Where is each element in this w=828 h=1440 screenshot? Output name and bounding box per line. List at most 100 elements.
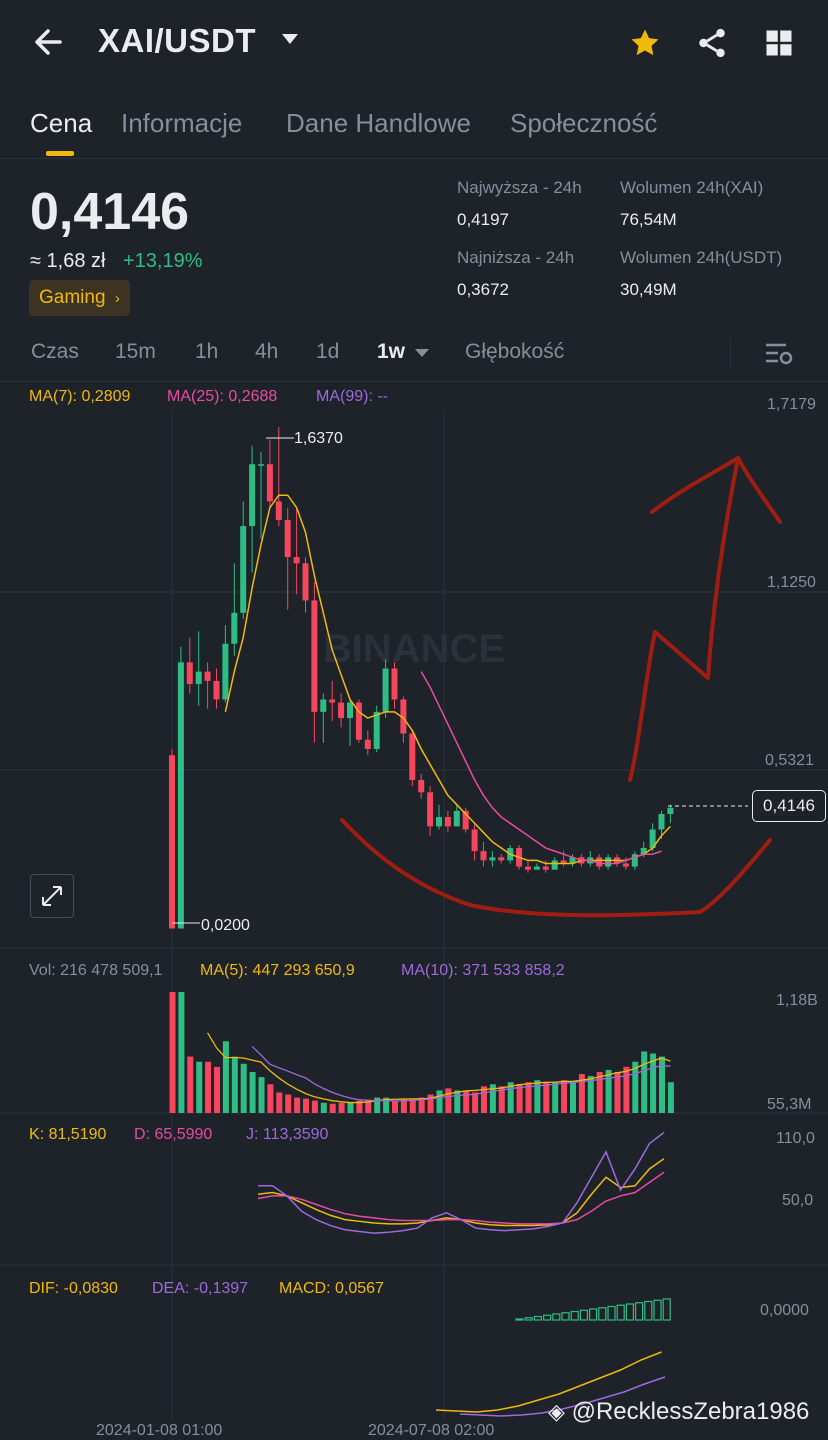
fullscreen-button[interactable] <box>30 874 74 918</box>
volume-bar <box>436 1090 443 1113</box>
volume-bar <box>552 1082 559 1113</box>
macd-bar <box>552 1313 561 1321</box>
category-tag[interactable]: Gaming › <box>29 280 130 316</box>
pair-title[interactable]: XAI/USDT <box>98 22 257 59</box>
low-24h-value: 0,3672 <box>457 280 509 299</box>
timeframe-1d[interactable]: 1d <box>316 340 340 363</box>
low-24h-label: Najniższa - 24h <box>457 248 575 267</box>
candle-body <box>177 662 184 929</box>
macd-bar <box>570 1310 579 1321</box>
volume-bar <box>400 1099 407 1113</box>
chart-settings-icon[interactable] <box>764 340 794 368</box>
volume-bar <box>498 1086 505 1113</box>
timeframe-1h[interactable]: 1h <box>195 340 219 363</box>
macd-bar <box>524 1317 533 1321</box>
date-label: 2024-07-08 02:00 <box>368 1422 495 1439</box>
kdj-lines <box>257 1131 665 1234</box>
volume-axis-label: 1,18B <box>776 992 818 1009</box>
watermark-username: ◈ @RecklessZebra1986 <box>548 1398 809 1426</box>
volume-xai-value: 76,54M <box>620 210 677 229</box>
volume-bar <box>614 1071 621 1113</box>
volume-bar <box>383 1097 390 1113</box>
volume-bar <box>632 1061 639 1113</box>
candle-body <box>338 702 345 719</box>
volume-bar <box>623 1066 630 1113</box>
divider <box>0 381 828 382</box>
last-price: 0,4146 <box>30 183 190 241</box>
volume-bar <box>347 1102 354 1113</box>
candle-body <box>195 671 202 684</box>
candle-body <box>266 464 273 502</box>
top-bar: XAI/USDT <box>0 0 828 90</box>
favorite-star-icon[interactable] <box>628 26 662 60</box>
candle-body <box>462 810 469 830</box>
macd-dea-line <box>459 1376 666 1417</box>
candle-body <box>249 464 256 527</box>
volume-bar <box>205 1061 212 1113</box>
candle-body <box>427 792 434 827</box>
macd-dif-line <box>435 1351 662 1413</box>
macd-bar <box>644 1300 653 1321</box>
candle-body <box>631 854 638 867</box>
candle-body <box>320 699 327 712</box>
candle-body <box>329 699 336 703</box>
back-arrow-icon[interactable] <box>30 22 70 62</box>
volume-bar <box>329 1103 336 1113</box>
timeframe-caret-icon[interactable] <box>415 349 429 357</box>
volume-bar <box>427 1094 434 1113</box>
volume-xai-label: Wolumen 24h(XAI) <box>620 178 764 197</box>
macd-bar <box>625 1303 635 1321</box>
pair-dropdown-caret-icon[interactable] <box>282 34 298 44</box>
volume-bar <box>374 1097 381 1113</box>
candle-body <box>533 866 540 870</box>
tab-community[interactable]: Społeczność <box>510 108 658 138</box>
candle-body <box>284 519 291 558</box>
volume-bar <box>507 1082 514 1113</box>
timeframe-depth[interactable]: Głębokość <box>465 340 565 363</box>
grid-menu-icon[interactable] <box>764 28 794 58</box>
high-price-label: 1,6370 <box>294 430 343 447</box>
kdj-j-label: J: 113,3590 <box>246 1126 329 1143</box>
volume-bar <box>214 1066 220 1113</box>
tab-info[interactable]: Informacje <box>121 108 243 138</box>
macd-bar <box>607 1305 616 1321</box>
candle-body <box>275 501 282 520</box>
fiat-price: ≈ 1,68 zł <box>30 250 106 272</box>
timeframe-15m[interactable]: 15m <box>115 340 156 363</box>
candle-body <box>186 662 193 684</box>
timeframe-1w[interactable]: 1w <box>377 340 406 363</box>
candle-body <box>293 557 300 564</box>
kline-chart[interactable]: BINANCE <box>0 380 828 1436</box>
binance-watermark: BINANCE <box>323 627 505 671</box>
volume-bar <box>267 1084 274 1113</box>
candle-body <box>640 848 647 855</box>
volume-bar <box>605 1069 612 1113</box>
timeframe-4h[interactable]: 4h <box>255 340 279 363</box>
last-price-tag: 0,4146 <box>752 790 826 822</box>
low-price-label: 0,0200 <box>201 917 250 934</box>
macd-axis-label: 0,0000 <box>760 1302 809 1319</box>
share-icon[interactable] <box>695 26 729 60</box>
ma25-line <box>420 671 662 865</box>
section-tabs: Cena Informacje Dane Handlowe Społecznoś… <box>0 100 828 159</box>
tab-trading-data[interactable]: Dane Handlowe <box>286 108 472 138</box>
candle-body <box>596 857 603 867</box>
volume-bar <box>276 1092 283 1113</box>
volume-bars <box>169 992 674 1113</box>
macd-bar <box>542 1314 552 1321</box>
macd-bar <box>662 1298 671 1321</box>
timeframe-time[interactable]: Czas <box>31 340 79 363</box>
volume-bar <box>285 1094 292 1113</box>
volume-bar <box>445 1088 452 1113</box>
candle-body <box>231 612 238 644</box>
candle-body <box>400 699 407 734</box>
volume-bar <box>409 1098 416 1113</box>
candle-body <box>311 600 318 712</box>
divider <box>730 338 731 370</box>
candle-body <box>373 711 380 749</box>
tab-price[interactable]: Cena <box>30 108 93 138</box>
volume-bar <box>169 992 176 1113</box>
candles <box>169 427 674 929</box>
volume-bar <box>303 1098 309 1113</box>
candle-body <box>418 779 425 793</box>
